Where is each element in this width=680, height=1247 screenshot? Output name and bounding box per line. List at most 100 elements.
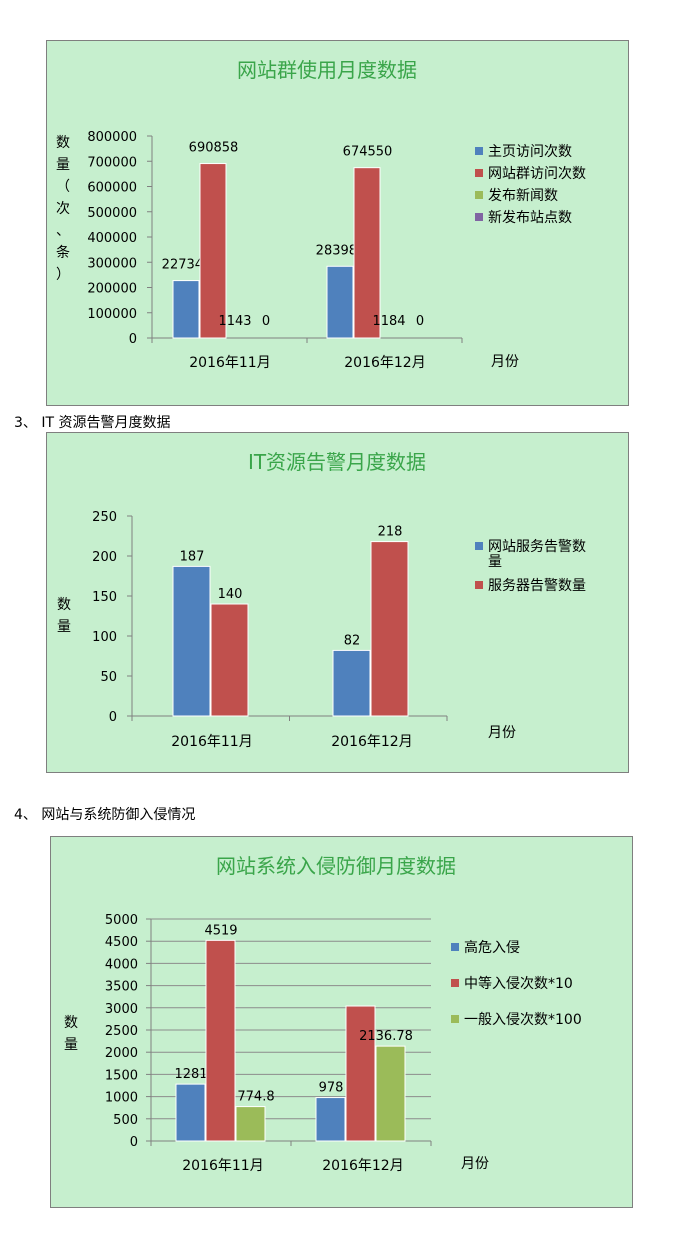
x-axis-label: 月份 (491, 354, 519, 370)
section-heading-4: 4、 网站与系统防御入侵情况 (14, 807, 196, 823)
x-category-label: 2016年11月 (189, 355, 270, 371)
legend-swatch (451, 979, 459, 987)
y-axis-label-char: 、 (56, 223, 70, 239)
bar-2-2 (353, 167, 381, 339)
bar-1-2 (332, 649, 371, 717)
y-tick-label: 3500 (105, 980, 138, 995)
legend-swatch (475, 191, 483, 199)
data-label: 4519 (204, 923, 237, 938)
y-tick-label: 4500 (105, 935, 138, 950)
bar-2-2 (345, 1005, 376, 1142)
data-label: 82 (344, 633, 361, 648)
legend-label: 中等入侵次数*10 (464, 975, 573, 992)
y-axis-label-char: 次 (56, 201, 70, 217)
legend-swatch (475, 581, 483, 589)
y-tick-label: 100000 (87, 307, 137, 322)
y-tick-label: 2500 (105, 1024, 138, 1039)
chart-panel-it-alerts: IT资源告警月度数据 0 50 100 150 200 250 187 140 2016年11月 8… (46, 432, 629, 773)
data-label: 1143 (218, 314, 251, 329)
y-tick-label: 500 (113, 1113, 138, 1128)
chart-panel-intrusion-defense: 网站系统入侵防御月度数据 0 500 1000 1500 2000 2500 3000 3500… (50, 836, 633, 1208)
y-tick-label: 600000 (87, 181, 137, 196)
bar-1-1 (172, 565, 211, 717)
x-category-label: 2016年12月 (322, 1158, 403, 1174)
legend-swatch (475, 213, 483, 221)
legend-label: 一般入侵次数*100 (464, 1011, 582, 1028)
legend-label: 发布新闻数 (488, 188, 558, 204)
legend-swatch (451, 1015, 459, 1023)
bar-2-1 (205, 939, 236, 1142)
y-axis-label-char: 条 (56, 244, 70, 261)
bar-1-2 (326, 265, 354, 339)
legend-label: 高危入侵 (464, 939, 520, 956)
legend-swatch (475, 147, 483, 155)
data-label: 283984 (316, 243, 366, 258)
y-tick-label: 800000 (87, 130, 137, 145)
y-tick-label: 0 (129, 332, 137, 347)
x-axis-label: 月份 (461, 1156, 489, 1172)
y-tick-label: 250 (92, 510, 117, 525)
y-axis-label-char: 数 (57, 597, 71, 613)
data-label: 0 (262, 314, 270, 329)
data-label: 674550 (343, 145, 393, 160)
y-axis-label-char: 量 (64, 1037, 78, 1053)
chart-title: IT资源告警月度数据 (248, 450, 426, 474)
data-label: 140 (218, 587, 243, 602)
chart-title: 网站系统入侵防御月度数据 (216, 854, 456, 878)
data-label: 690858 (189, 141, 239, 156)
y-axis-label-char: 量 (56, 157, 70, 173)
y-tick-label: 200000 (87, 282, 137, 297)
y-tick-label: 2000 (105, 1046, 138, 1061)
bar-3-1 (235, 1106, 266, 1142)
x-axis-label: 月份 (488, 725, 516, 741)
y-tick-label: 150 (92, 590, 117, 605)
bar-2-1 (210, 603, 249, 717)
y-tick-label: 4000 (105, 957, 138, 972)
legend-swatch (451, 943, 459, 951)
y-tick-label: 0 (130, 1135, 138, 1150)
chart-svg-intrusion-defense: 网站系统入侵防御月度数据 0 500 1000 1500 2000 2500 3000 3500… (64, 854, 582, 1174)
y-tick-label: 50 (100, 670, 117, 685)
data-label: 1184 (372, 314, 405, 329)
y-tick-label: 700000 (87, 155, 137, 170)
chart-svg-website-usage: 网站群使用月度数据 0 100000 200000 300000 400000 500000… (56, 58, 586, 371)
legend-label: 网站服务告警数 (488, 539, 586, 555)
y-tick-label: 1000 (105, 1091, 138, 1106)
y-tick-label: 100 (92, 630, 117, 645)
x-category-label: 2016年11月 (171, 734, 252, 750)
bar-2-1 (199, 163, 227, 339)
legend-label: 网站群访问次数 (488, 166, 586, 182)
y-tick-label: 5000 (105, 913, 138, 928)
data-label: 0 (416, 314, 424, 329)
chart-title: 网站群使用月度数据 (237, 58, 417, 82)
bar-3-2 (375, 1045, 406, 1142)
bar-1-1 (175, 1083, 206, 1142)
legend-label: 新发布站点数 (488, 210, 572, 226)
data-label: 227343 (162, 258, 212, 273)
data-label: 2136.78 (359, 1029, 413, 1044)
y-axis-label-char: （ (56, 179, 70, 195)
y-axis-label-char: ） (56, 267, 70, 283)
y-tick-label: 300000 (87, 256, 137, 271)
y-tick-label: 400000 (87, 231, 137, 246)
chart-panel-website-usage: 网站群使用月度数据 0 100000 200000 300000 400000 500000… (46, 40, 629, 406)
bar-1-1 (172, 280, 200, 339)
y-axis-label-char: 数 (56, 135, 70, 151)
y-tick-label: 1500 (105, 1068, 138, 1083)
legend-swatch (475, 542, 483, 550)
x-category-label: 2016年12月 (344, 355, 425, 371)
y-tick-label: 500000 (87, 206, 137, 221)
data-label: 187 (180, 549, 205, 564)
x-category-label: 2016年11月 (182, 1158, 263, 1174)
data-label: 978 (319, 1081, 344, 1096)
y-axis-label-char: 数 (64, 1015, 78, 1031)
data-label: 1281 (174, 1067, 207, 1082)
data-label: 218 (378, 525, 403, 540)
y-tick-label: 3000 (105, 1002, 138, 1017)
legend-label: 量 (488, 554, 502, 570)
data-label: 774.8 (237, 1090, 274, 1105)
section-heading-3: 3、 IT 资源告警月度数据 (14, 415, 171, 431)
bar-2-2 (370, 541, 409, 717)
legend-swatch (475, 169, 483, 177)
bar-1-2 (315, 1097, 346, 1142)
